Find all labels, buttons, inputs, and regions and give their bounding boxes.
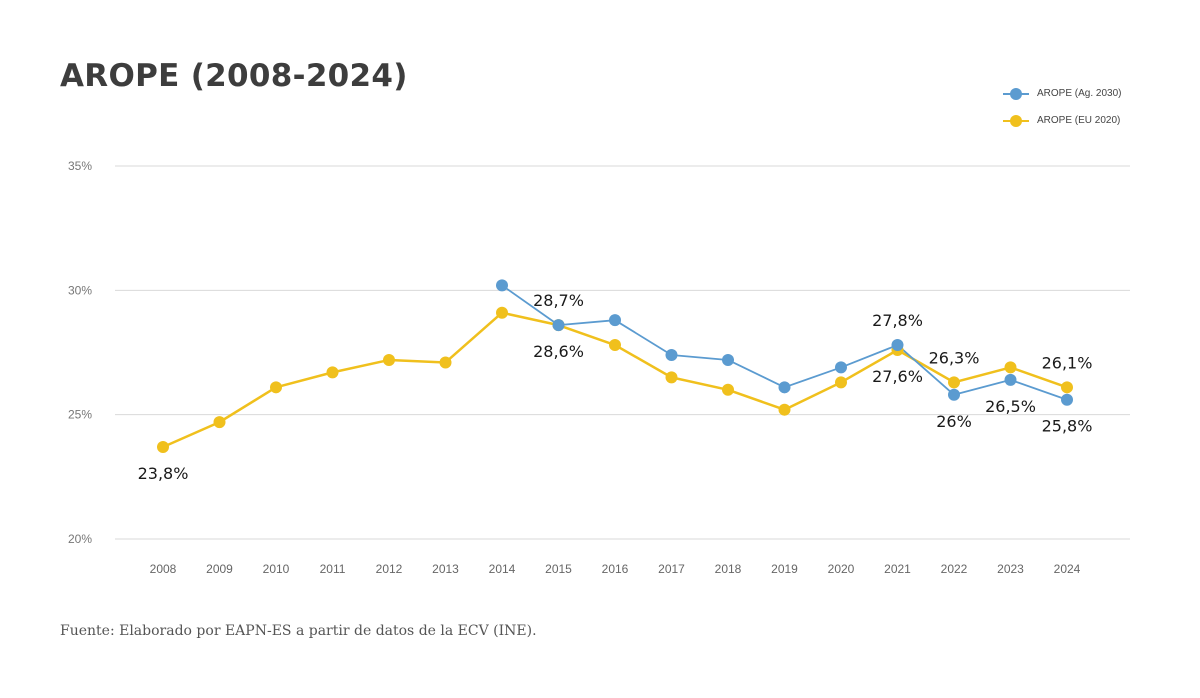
data-point-ag2030[interactable] <box>496 279 508 292</box>
data-label: 26,3% <box>929 348 980 367</box>
data-label: 27,8% <box>872 311 923 330</box>
series-line-eu2020 <box>162 311 1068 449</box>
legend-item-ag2030[interactable]: AROPE (Ag. 2030) <box>1003 80 1121 107</box>
x-tick-label: 2017 <box>658 562 685 576</box>
data-point-eu2020[interactable] <box>326 366 339 379</box>
x-tick-label: 2015 <box>545 562 572 576</box>
x-tick-label: 2008 <box>150 562 177 576</box>
x-tick-label: 2022 <box>941 562 968 576</box>
data-label: 26% <box>936 412 972 431</box>
data-label: 26,5% <box>985 397 1036 416</box>
y-tick-label: 20% <box>68 532 92 546</box>
x-tick-label: 2016 <box>602 562 629 576</box>
data-point-eu2020[interactable] <box>213 416 226 429</box>
chart-legend: AROPE (Ag. 2030) AROPE (EU 2020) <box>1003 80 1121 134</box>
data-point-eu2020[interactable] <box>496 306 508 319</box>
x-tick-label: 2020 <box>828 562 855 576</box>
data-label: 28,6% <box>533 342 584 361</box>
x-tick-label: 2014 <box>489 562 516 576</box>
legend-label-ag2030: AROPE (Ag. 2030) <box>1037 88 1122 99</box>
data-point-eu2020[interactable] <box>778 403 791 416</box>
data-label: 28,7% <box>533 291 584 310</box>
data-point-eu2020[interactable] <box>439 356 452 369</box>
data-point-eu2020[interactable] <box>270 381 282 394</box>
data-label: 26,1% <box>1042 353 1093 372</box>
data-label: 27,6% <box>872 367 923 386</box>
data-label: 25,8% <box>1042 417 1093 436</box>
data-point-eu2020[interactable] <box>835 376 847 389</box>
data-point-ag2030[interactable] <box>1004 373 1017 386</box>
legend-dot-ag2030 <box>1010 87 1022 100</box>
x-tick-label: 2012 <box>376 562 403 576</box>
data-point-ag2030[interactable] <box>948 388 960 401</box>
data-point-eu2020[interactable] <box>383 353 395 366</box>
data-point-eu2020[interactable] <box>1004 361 1017 374</box>
data-label: 23,8% <box>138 464 189 483</box>
data-point-eu2020[interactable] <box>948 376 960 389</box>
data-point-ag2030[interactable] <box>609 314 621 327</box>
x-tick-label: 2019 <box>771 562 798 576</box>
legend-dot-eu2020 <box>1010 114 1022 127</box>
data-point-ag2030[interactable] <box>778 381 791 394</box>
legend-label-eu2020: AROPE (EU 2020) <box>1037 115 1121 126</box>
x-tick-label: 2011 <box>320 562 346 576</box>
x-tick-label: 2024 <box>1054 562 1081 576</box>
source-note: Fuente: Elaborado por EAPN-ES a partir d… <box>60 623 537 639</box>
chart-title: AROPE (2008-2024) <box>60 58 408 94</box>
x-tick-label: 2010 <box>263 562 290 576</box>
y-tick-label: 25% <box>68 408 92 422</box>
data-point-ag2030[interactable] <box>665 348 678 361</box>
data-point-eu2020[interactable] <box>1061 381 1073 394</box>
x-tick-label: 2023 <box>997 562 1024 576</box>
legend-item-eu2020[interactable]: AROPE (EU 2020) <box>1003 107 1121 134</box>
data-point-ag2030[interactable] <box>835 361 847 374</box>
legend-swatch-eu2020 <box>1003 112 1029 130</box>
data-point-eu2020[interactable] <box>609 339 621 352</box>
data-point-ag2030[interactable] <box>891 339 904 352</box>
data-point-eu2020[interactable] <box>157 440 169 453</box>
y-tick-label: 30% <box>68 283 92 297</box>
data-point-ag2030[interactable] <box>552 319 565 332</box>
x-tick-label: 2018 <box>715 562 742 576</box>
x-tick-label: 2009 <box>206 562 233 576</box>
x-tick-label: 2013 <box>432 562 459 576</box>
data-point-eu2020[interactable] <box>665 371 678 384</box>
data-point-eu2020[interactable] <box>722 383 734 396</box>
legend-swatch-ag2030 <box>1003 85 1029 103</box>
data-point-ag2030[interactable] <box>722 353 734 366</box>
data-point-ag2030[interactable] <box>1061 393 1073 406</box>
x-tick-label: 2021 <box>884 562 911 576</box>
y-tick-label: 35% <box>68 159 92 173</box>
